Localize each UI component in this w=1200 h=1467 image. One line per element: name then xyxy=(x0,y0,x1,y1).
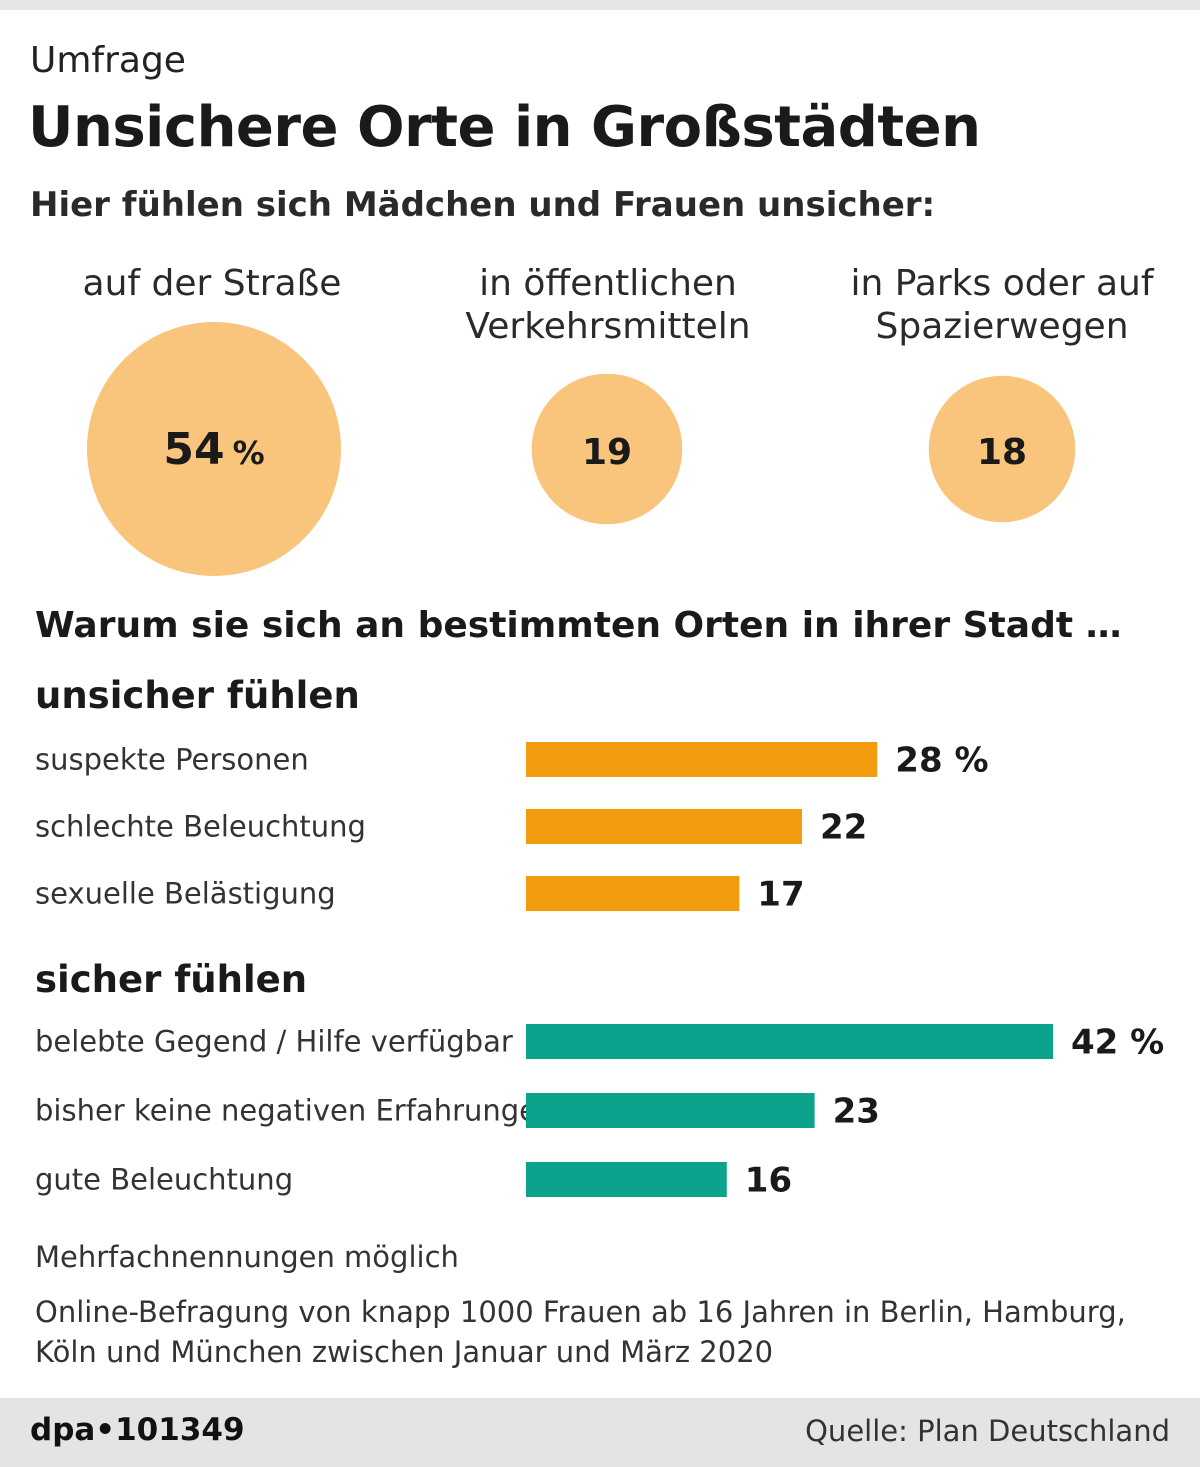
bar-safe-2 xyxy=(526,1093,815,1128)
bar-value-label-safe-3: 16 xyxy=(745,1161,792,1201)
bar-category-label-unsafe-2: schlechte Beleuchtung xyxy=(35,810,366,844)
chart-subtitle: Hier fühlen sich Mädchen und Frauen unsi… xyxy=(30,185,936,225)
place-label-parks: in Parks oder auf Spazierwegen xyxy=(850,263,1154,347)
source-credit: Quelle: Plan Deutschland xyxy=(805,1414,1170,1448)
section-title-safe: sicher fühlen xyxy=(35,958,308,1001)
bar-category-label-safe-1: belebte Gegend / Hilfe verfügbar xyxy=(35,1025,513,1059)
place-bubble-3 xyxy=(928,375,1076,523)
reasons-bar-chart: suspekte Personen 28 % schlechte Beleuchtu… xyxy=(35,741,1164,1201)
top-bar xyxy=(0,0,1200,10)
place-bubble-chart: 54% 19 18 xyxy=(87,322,1076,576)
graphic-id: dpa•101349 xyxy=(30,1412,245,1448)
bar-unsafe-1 xyxy=(526,742,878,777)
place-bubble-value-2: 19 xyxy=(582,432,632,473)
bar-value-label-unsafe-1: 28 % xyxy=(895,741,988,781)
section-title-unsafe: unsicher fühlen xyxy=(35,674,360,717)
bar-value-label-unsafe-2: 22 xyxy=(820,808,867,848)
kicker: Umfrage xyxy=(30,40,186,81)
bar-safe-1 xyxy=(526,1024,1053,1059)
bar-value-label-safe-2: 23 xyxy=(833,1092,880,1132)
place-bubble-value-3: 18 xyxy=(977,432,1027,473)
bar-unsafe-2 xyxy=(526,809,802,844)
bar-category-label-safe-2: bisher keine negativen Erfahrungen xyxy=(35,1094,555,1128)
bar-category-label-unsafe-1: suspekte Personen xyxy=(35,743,309,777)
reasons-heading: Warum sie sich an bestimmten Orten in ih… xyxy=(35,605,1122,646)
methodology-note: Online-Befragung von knapp 1000 Frauen a… xyxy=(35,1295,1126,1369)
bar-unsafe-3 xyxy=(526,876,740,911)
bar-category-label-unsafe-3: sexuelle Belästigung xyxy=(35,877,336,911)
chart-title: Unsichere Orte in Großstädten xyxy=(28,95,981,160)
place-label-street: auf der Straße xyxy=(82,263,342,304)
bar-value-label-safe-1: 42 % xyxy=(1071,1023,1164,1063)
bar-category-label-safe-3: gute Beleuchtung xyxy=(35,1163,293,1197)
place-bubble-2 xyxy=(531,373,683,525)
place-label-transit: in öffentlichen Verkehrsmitteln xyxy=(465,263,751,347)
multiple-answers-note: Mehrfachnennungen möglich xyxy=(35,1240,459,1274)
bar-value-label-unsafe-3: 17 xyxy=(757,875,804,915)
place-bubble-value-1: 54% xyxy=(163,424,264,475)
bar-safe-3 xyxy=(526,1162,727,1197)
place-bubble-1 xyxy=(87,322,341,576)
footer-bar: dpa•101349 Quelle: Plan Deutschland xyxy=(0,1398,1200,1467)
